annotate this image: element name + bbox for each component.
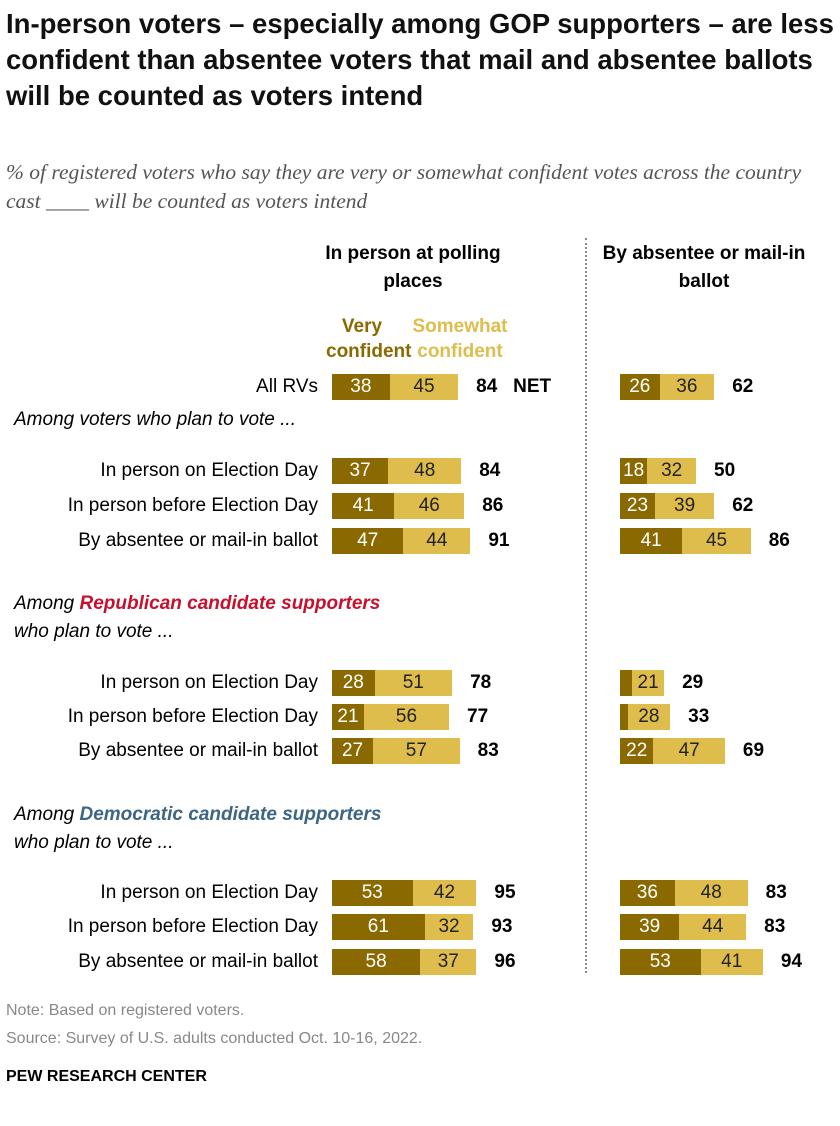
net-value: 83 (764, 916, 786, 937)
net-value: 33 (688, 706, 710, 727)
net-value: 62 (732, 495, 754, 516)
legend-very-confident: Very confident (326, 316, 412, 362)
group-label-party: Republican candidate supporters (79, 593, 381, 614)
bar-very-confident: 53 (620, 949, 701, 975)
row-label: In person on Election Day (100, 882, 318, 903)
bar-somewhat-confident: 47 (653, 738, 725, 764)
chart-title: In-person voters – especially among GOP … (6, 8, 834, 111)
group-label-prefix: Among (14, 593, 80, 614)
brand: PEW RESEARCH CENTER (6, 1068, 207, 1085)
bar-somewhat-confident: 56 (363, 704, 450, 730)
row-label: By absentee or mail-in ballot (78, 530, 318, 551)
bar-very-confident: 23 (620, 493, 655, 519)
bar-somewhat-confident: 51 (374, 670, 453, 696)
bar-somewhat-confident: 48 (674, 880, 748, 906)
bar-very-confident: 41 (332, 493, 395, 519)
bar-very-confident: 37 (332, 458, 389, 484)
bar-very-confident: 58 (332, 949, 421, 975)
bar-very-confident: 22 (620, 738, 654, 764)
legend-somewhat-confident: Somewhat confident (412, 316, 508, 362)
column-header-absentee: By absentee or mail-in ballot (602, 243, 806, 292)
bar-somewhat-confident: 41 (700, 949, 763, 975)
bar-somewhat-confident: 46 (394, 493, 465, 519)
bar-somewhat-confident: 45 (682, 528, 751, 554)
row-label: In person before Election Day (67, 495, 318, 516)
source: Source: Survey of U.S. adults conducted … (6, 1030, 423, 1047)
group-label-suffix: who plan to vote ... (14, 621, 174, 642)
group-label-prefix: Among (14, 804, 80, 825)
net-label: NET (513, 376, 552, 397)
bar-somewhat-confident: 32 (647, 458, 696, 484)
bar-very-confident: 41 (620, 528, 683, 554)
bar-somewhat-confident: 44 (403, 528, 471, 554)
net-value: 78 (470, 672, 492, 693)
chart-subtitle: % of registered voters who say they are … (6, 160, 802, 213)
bar-very-confident: 39 (620, 914, 680, 940)
column-header-in-person: In person at polling places (325, 243, 501, 292)
row-label: In person before Election Day (67, 916, 318, 937)
bar-somewhat-confident: 44 (679, 914, 747, 940)
row-label: In person on Election Day (100, 460, 318, 481)
bar-somewhat-confident: 39 (654, 493, 715, 519)
bar-somewhat-confident: 45 (389, 374, 459, 400)
column-divider (585, 238, 587, 973)
net-value: 96 (494, 951, 516, 972)
net-value: 50 (714, 460, 736, 481)
row-label: By absentee or mail-in ballot (78, 740, 318, 761)
row-label: All RVs (256, 376, 318, 397)
group-label-prefix: Among voters who plan to vote ... (14, 409, 296, 430)
bar-very-confident: 27 (332, 738, 374, 764)
bar-somewhat-confident: 21 (632, 670, 665, 696)
net-value: 91 (488, 530, 510, 551)
bar-very-confident: 47 (332, 528, 404, 554)
group-label: Among voters who plan to vote ... (14, 406, 296, 434)
bar-very-confident (620, 704, 628, 730)
net-value: 69 (742, 740, 765, 761)
bar-very-confident: 38 (332, 374, 390, 400)
net-value: 93 (491, 916, 513, 937)
net-value: 62 (732, 376, 754, 397)
row-label: By absentee or mail-in ballot (78, 951, 318, 972)
net-value: 77 (467, 706, 489, 727)
bar-very-confident: 18 (620, 458, 648, 484)
bar-very-confident: 28 (332, 670, 375, 696)
row-label: In person before Election Day (67, 706, 318, 727)
net-value: 29 (682, 672, 704, 693)
group-label: Among Republican candidate supporters (14, 590, 380, 618)
bar-somewhat-confident: 48 (388, 458, 462, 484)
net-value: 94 (780, 951, 803, 972)
bar-very-confident: 53 (332, 880, 413, 906)
net-value: 83 (765, 882, 787, 903)
bar-very-confident (620, 670, 633, 696)
bar-somewhat-confident: 28 (627, 704, 671, 730)
net-value: 84 (479, 460, 501, 481)
bar-very-confident: 26 (620, 374, 660, 400)
bar-somewhat-confident: 57 (373, 738, 460, 764)
net-value: 83 (477, 740, 499, 761)
group-label-party: Democratic candidate supporters (79, 804, 382, 825)
group-label: Among Democratic candidate supporters (14, 801, 381, 829)
bar-very-confident: 61 (332, 914, 425, 940)
net-value: 86 (482, 495, 504, 516)
net-value: 95 (494, 882, 516, 903)
bar-somewhat-confident: 32 (424, 914, 474, 940)
note: Note: Based on registered voters. (6, 1002, 245, 1019)
bar-somewhat-confident: 37 (420, 949, 477, 975)
group-label-suffix: who plan to vote ... (14, 832, 174, 853)
bar-somewhat-confident: 42 (412, 880, 477, 906)
bar-very-confident: 21 (332, 704, 364, 730)
bar-somewhat-confident: 36 (659, 374, 715, 400)
row-label: In person on Election Day (100, 672, 318, 693)
bar-very-confident: 36 (620, 880, 675, 906)
net-value: 84 (476, 376, 498, 397)
net-value: 86 (768, 530, 790, 551)
